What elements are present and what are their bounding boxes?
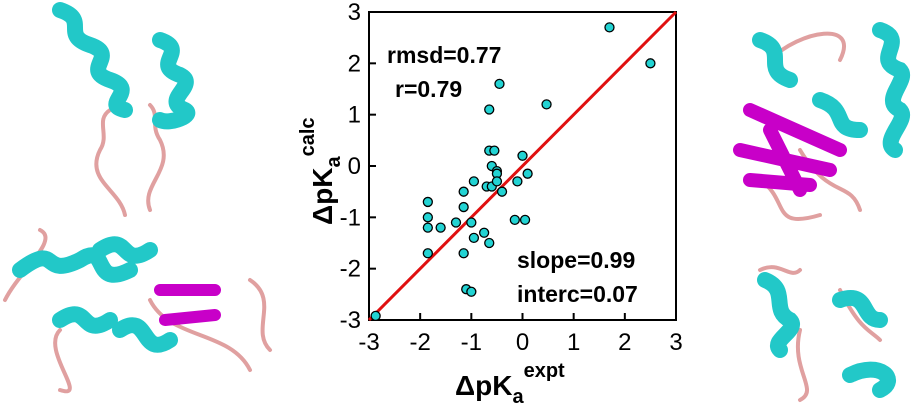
y-tick-label: 0 [348,153,361,180]
y-axis-label: ΔpKacalc [297,117,345,225]
annotation: interc=0.07 [517,281,638,307]
point [458,201,469,213]
x-tick-label: -1 [461,329,482,356]
y-tick-label: -1 [340,204,361,231]
y-tick-label: -3 [340,307,361,334]
diagonal-line [367,10,678,322]
point [522,168,533,179]
protein-top-left [52,2,196,217]
protein-bottom-left [3,228,272,394]
point [466,217,477,228]
point [496,186,508,197]
point [458,248,469,259]
point [604,22,615,33]
point [450,217,462,228]
y-tick-label: 3 [348,0,361,26]
x-axis-label: ΔpKaexpt [455,360,565,408]
x-tick-label: 3 [669,329,682,356]
point [466,286,477,297]
point [489,145,500,156]
point [519,214,531,226]
annotation: slope=0.99 [517,247,635,273]
point [541,99,552,110]
x-tick-label: 2 [618,329,631,356]
point [512,176,523,187]
annotation: r=0.79 [395,76,462,102]
point [468,176,480,187]
point [494,78,505,90]
point [370,310,381,322]
point [458,186,469,197]
point [422,222,433,233]
annotation: rmsd=0.77 [387,42,501,68]
point [645,58,656,69]
point [478,227,490,238]
point [422,196,433,208]
x-tick-label: -3 [358,329,379,356]
point [517,150,528,161]
point [422,248,433,259]
protein-top-right [733,22,910,222]
x-tick-label: 1 [567,329,580,356]
protein-bottom-right [757,265,896,402]
point [484,104,495,115]
x-tick-label: 0 [516,329,529,356]
y-tick-label: 1 [348,102,361,129]
point [509,214,520,226]
point [468,232,480,244]
point [491,176,503,187]
y-tick-label: 2 [348,50,361,77]
y-tick-label: -2 [340,256,361,283]
x-tick-label: -2 [409,329,430,356]
point [484,237,495,249]
point [435,222,446,233]
point [422,212,433,223]
